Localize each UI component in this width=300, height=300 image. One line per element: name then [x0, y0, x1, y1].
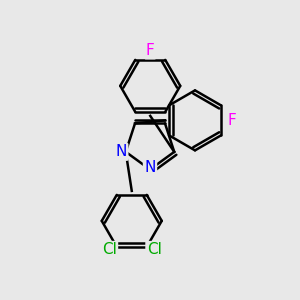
Text: N: N [116, 144, 127, 159]
Text: N: N [144, 160, 156, 175]
Text: F: F [146, 43, 154, 58]
Text: Cl: Cl [147, 242, 162, 257]
Text: F: F [227, 113, 236, 128]
Text: Cl: Cl [102, 242, 117, 257]
